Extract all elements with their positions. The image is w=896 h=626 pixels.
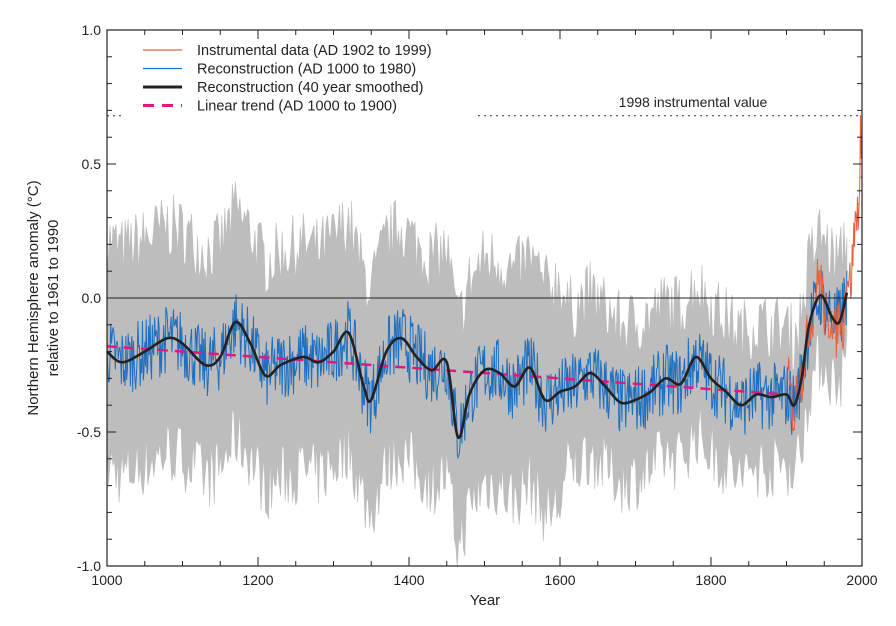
reference-lines	[107, 115, 862, 299]
trend-line	[106, 344, 787, 396]
y-tick-label: 0.0	[82, 290, 102, 306]
instrumental-point	[793, 417, 795, 420]
x-tick-label: 1400	[393, 572, 424, 588]
instrumental-point	[838, 310, 841, 313]
instrumental-point	[823, 310, 826, 313]
instrumental-point	[797, 377, 799, 380]
x-tick-label: 1600	[544, 572, 575, 588]
y-tick-label: -1.0	[77, 558, 101, 574]
instrumental-point	[789, 391, 792, 393]
instrumental-point	[859, 114, 862, 117]
smoothed-line	[106, 292, 849, 439]
y-axis-label-line1: Northern Hemisphere anomaly (°C)	[25, 180, 42, 415]
x-axis-label: Year	[470, 592, 500, 609]
x-tick-label: 1800	[695, 572, 726, 588]
axis-ticks: 1000 1200 1400 1600 1800 2000 1.0 0.5 0.0 -0.5 -1.…	[77, 22, 878, 588]
instrumental-point	[787, 377, 789, 380]
legend-label: Reconstruction (40 year smoothed)	[197, 80, 423, 96]
instrumental-point	[819, 270, 822, 273]
instrumental-point	[857, 203, 860, 205]
legend-label: Reconstruction (AD 1000 to 1980)	[197, 62, 416, 78]
instrumental-point	[846, 270, 848, 273]
instrumental-point	[853, 230, 856, 232]
x-tick-label: 2000	[846, 572, 877, 588]
instrumental-point	[827, 324, 829, 326]
legend-label: Linear trend (AD 1000 to 1900)	[197, 99, 397, 115]
reference-label: 1998 instrumental value	[619, 94, 768, 110]
instrumental-point	[815, 283, 818, 286]
trend-series	[106, 344, 787, 396]
y-axis-label-line2: relative to 1961 to 1990	[45, 220, 62, 377]
x-tick-label: 1200	[242, 572, 273, 588]
instrumental-point	[834, 337, 837, 340]
legend: Instrumental data (AD 1902 to 1999) Recon…	[143, 43, 432, 115]
instrumental-point	[842, 324, 844, 326]
smoothed-series	[106, 292, 849, 439]
reconstruction-series	[106, 270, 848, 460]
x-tick-label: 1000	[91, 572, 122, 588]
reconstruction-line	[106, 270, 848, 460]
y-tick-label: -0.5	[77, 424, 101, 440]
instrumental-point	[849, 283, 852, 286]
instrumental-point	[831, 310, 833, 313]
legend-label: Instrumental data (AD 1902 to 1999)	[197, 43, 432, 59]
y-tick-label: 1.0	[82, 22, 102, 38]
y-tick-label: 0.5	[82, 156, 102, 172]
